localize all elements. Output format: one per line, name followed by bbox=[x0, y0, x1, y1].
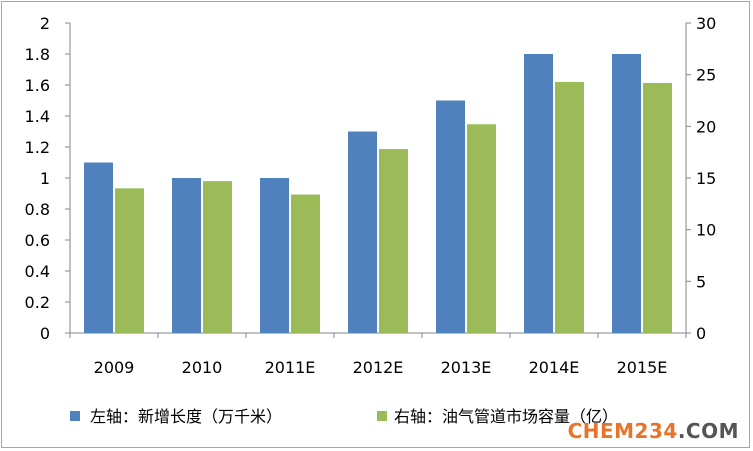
y-left-tick-label: 1.6 bbox=[25, 76, 50, 95]
x-category-label: 2012E bbox=[353, 358, 404, 377]
bar-left-series-2009 bbox=[84, 162, 113, 333]
y-right-tick-label: 0 bbox=[696, 324, 706, 343]
bar-left-series-2014e bbox=[524, 54, 553, 333]
x-category-label: 2009 bbox=[94, 358, 135, 377]
bar-right-series-2013e bbox=[467, 124, 496, 334]
bar-left-series-2012e bbox=[348, 131, 377, 333]
y-right-tick-label: 25 bbox=[696, 66, 716, 85]
x-category-label: 2011E bbox=[265, 358, 316, 377]
bar-right-series-2014e bbox=[555, 81, 584, 334]
legend-swatch-left-series bbox=[70, 411, 80, 421]
bar-right-series-2011e bbox=[291, 194, 320, 333]
bar-left-series-2013e bbox=[436, 100, 465, 333]
y-left-tick-label: 0.6 bbox=[25, 231, 50, 250]
watermark-text: CHEM234 bbox=[567, 419, 678, 443]
y-right-tick-label: 15 bbox=[696, 169, 716, 188]
bar-right-series-2010 bbox=[203, 181, 232, 333]
chart-labels: 00.20.40.60.811.21.41.61.820510152025302… bbox=[25, 14, 717, 377]
y-left-tick-label: 1.8 bbox=[25, 45, 50, 64]
bar-right-series-2009 bbox=[115, 188, 144, 333]
bar-left-series-2010 bbox=[172, 178, 201, 333]
y-left-tick-label: 2 bbox=[40, 14, 50, 33]
y-left-tick-label: 0.8 bbox=[25, 200, 50, 219]
bar-left-series-2011e bbox=[260, 178, 289, 333]
y-right-tick-label: 20 bbox=[696, 117, 716, 136]
y-left-tick-label: 0.4 bbox=[25, 262, 50, 281]
chart-bars bbox=[84, 54, 672, 334]
y-right-tick-label: 10 bbox=[696, 221, 716, 240]
legend-swatch-right-series bbox=[377, 411, 387, 421]
y-left-tick-label: 1 bbox=[40, 169, 50, 188]
y-left-tick-label: 1.2 bbox=[25, 138, 50, 157]
x-category-label: 2014E bbox=[529, 358, 580, 377]
legend-label-right-series: 右轴：油气管道市场容量（亿） bbox=[394, 407, 618, 426]
y-right-tick-label: 5 bbox=[696, 272, 706, 291]
x-category-label: 2015E bbox=[617, 358, 668, 377]
bar-left-series-2015e bbox=[612, 54, 641, 333]
x-category-label: 2013E bbox=[441, 358, 492, 377]
watermark-suffix: .COM bbox=[677, 419, 739, 443]
x-category-label: 2010 bbox=[182, 358, 223, 377]
chart-axes bbox=[65, 22, 691, 338]
chart-legend: 左轴：新增长度（万千米） 右轴：油气管道市场容量（亿） bbox=[70, 407, 618, 426]
watermark: CHEM234.COM bbox=[568, 419, 739, 443]
bar-right-series-2015e bbox=[643, 82, 672, 333]
y-left-tick-label: 0.2 bbox=[25, 293, 50, 312]
bar-right-series-2012e bbox=[379, 149, 408, 333]
y-left-tick-label: 0 bbox=[40, 324, 50, 343]
y-right-tick-label: 30 bbox=[696, 14, 716, 33]
y-left-tick-label: 1.4 bbox=[25, 107, 50, 126]
legend-label-left-series: 左轴：新增长度（万千米） bbox=[90, 407, 282, 426]
